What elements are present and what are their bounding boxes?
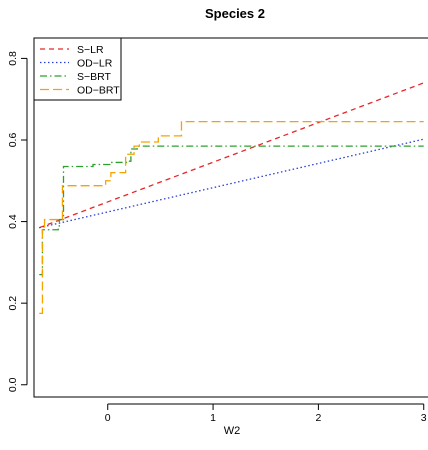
y-tick-label: 0.8 <box>7 51 19 66</box>
y-axis: 0.0 0.2 0.4 0.6 0.8 <box>7 51 28 392</box>
chart-title: Species 2 <box>205 6 265 21</box>
plot-frame <box>33 37 428 398</box>
series-line <box>39 120 424 315</box>
y-tick-label: 0.6 <box>7 133 19 148</box>
y-tick-label: 0.0 <box>7 377 19 392</box>
series-layer <box>39 82 424 315</box>
x-tick-label: 2 <box>315 412 321 424</box>
series-line <box>39 145 424 276</box>
series-line <box>39 82 424 229</box>
legend-label: S−BRT <box>77 71 112 83</box>
legend-label: OD−LR <box>77 58 113 70</box>
x-tick-label: 1 <box>210 412 216 424</box>
legend-label: S−LR <box>77 44 104 56</box>
legend: S−LR OD−LRS−BRT OD−BRT <box>33 37 122 101</box>
y-tick-label: 0.4 <box>7 214 19 229</box>
x-tick-label: 0 <box>105 412 111 424</box>
x-axis-label: W2 <box>224 425 241 437</box>
x-axis: 0 1 2 3 <box>105 403 427 424</box>
x-tick-label: 3 <box>421 412 427 424</box>
y-tick-label: 0.2 <box>7 296 19 311</box>
legend-label: OD−BRT <box>77 85 120 97</box>
series-line <box>39 138 424 229</box>
